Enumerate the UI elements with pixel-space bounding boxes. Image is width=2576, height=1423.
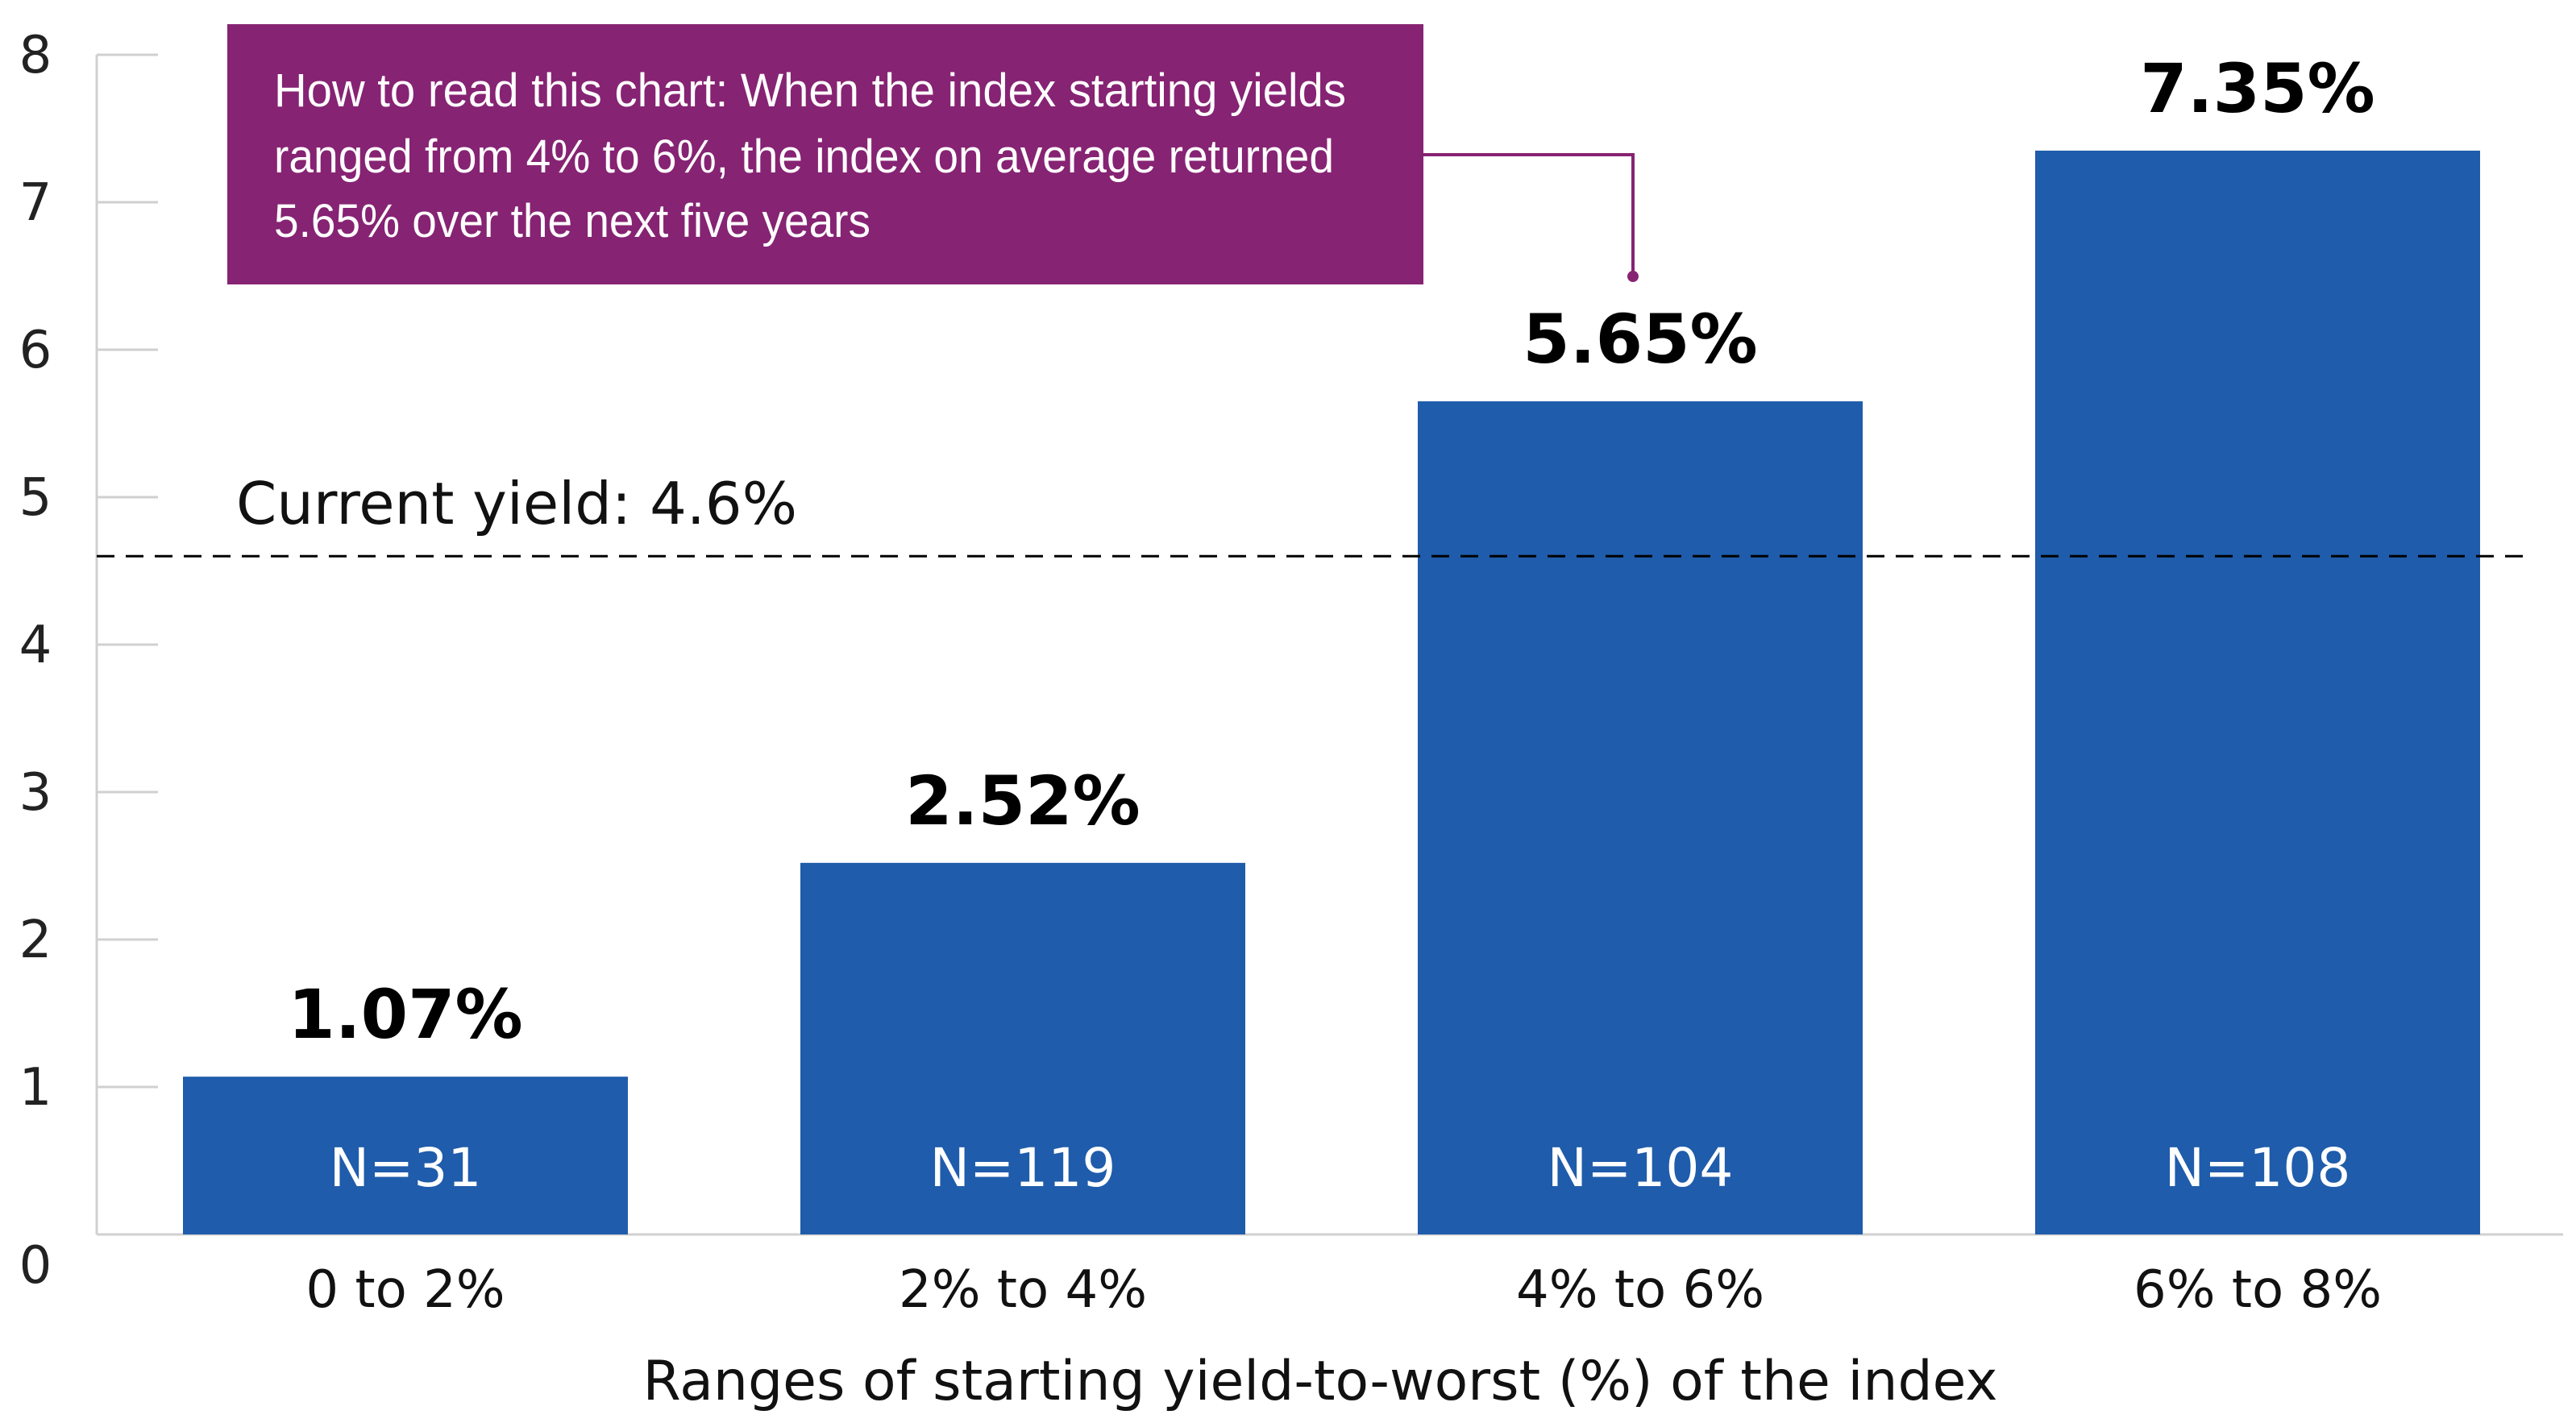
- bar: [2035, 150, 2480, 1235]
- annotation-line-2: ranged from 4% to 6%, the index on avera…: [274, 131, 1334, 183]
- bar: [1418, 401, 1863, 1234]
- y-tick-label: 1: [19, 1058, 52, 1118]
- x-tick-label: 6% to 8%: [2134, 1260, 2382, 1320]
- bar-n-label: N=119: [930, 1137, 1116, 1199]
- y-axis: 0 1 2 3 4 5 6 7 8: [19, 26, 158, 1296]
- bar: [800, 862, 1245, 1234]
- y-tick-label: 8: [19, 26, 52, 85]
- x-axis-title: Ranges of starting yield-to-worst (%) of…: [642, 1350, 1997, 1413]
- bar-value-label: 1.07%: [288, 975, 522, 1054]
- y-tick-label: 3: [19, 763, 52, 823]
- bar-n-label: N=104: [1548, 1137, 1734, 1199]
- y-tick-label: 2: [19, 911, 52, 970]
- bar-n-label: N=108: [2165, 1137, 2351, 1199]
- x-tick-label: 0 to 2%: [305, 1260, 505, 1320]
- y-tick-label: 4: [19, 616, 52, 675]
- y-tick-labels: 0 1 2 3 4 5 6 7 8: [19, 26, 158, 1296]
- annotation-leader-line: [1423, 153, 1635, 277]
- annotation-leader-dot: [1627, 271, 1639, 283]
- y-tick-label: 6: [19, 321, 52, 380]
- y-tick-label: 5: [19, 468, 52, 528]
- reference-line-group: Current yield: 4.6%: [97, 470, 2523, 558]
- bar-n-label: N=31: [330, 1137, 482, 1199]
- annotation-line-3: 5.65% over the next five years: [274, 195, 870, 247]
- bar-value-label: 5.65%: [1523, 300, 1757, 379]
- bar: [183, 1077, 628, 1234]
- bar-value-label: 2.52%: [905, 761, 1140, 840]
- annotation-line-1: How to read this chart: When the index s…: [274, 64, 1346, 117]
- annotation-callout: How to read this chart: When the index s…: [227, 24, 1639, 284]
- x-tick-label: 4% to 6%: [1516, 1260, 1764, 1320]
- annotation-box: [227, 24, 1423, 284]
- bar-value-label: 7.35%: [2140, 49, 2374, 128]
- x-tick-label: 2% to 4%: [899, 1260, 1147, 1320]
- y-tick-label: 7: [19, 173, 52, 233]
- y-tick-label: 0: [19, 1236, 52, 1296]
- bars: 1.07% N=31 0 to 2% 2.52% N=119 2% to 4% 5.65% N…: [183, 49, 2480, 1320]
- current-yield-label: Current yield: 4.6%: [236, 470, 797, 537]
